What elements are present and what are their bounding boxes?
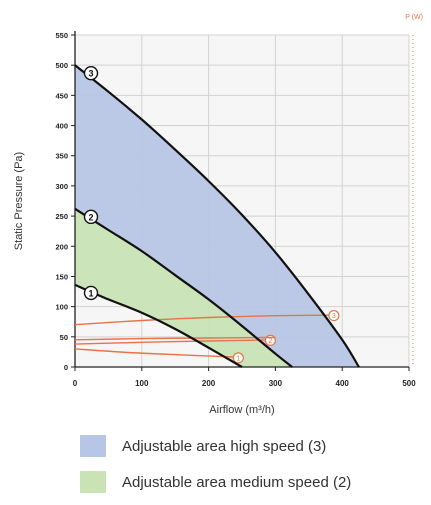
legend-item-medium-speed: Adjustable area medium speed (2)	[80, 469, 425, 495]
y-tick-label-450: 450	[55, 91, 68, 100]
pressure-curve-3	[74, 64, 360, 368]
y-tick-label-0: 0	[64, 363, 68, 372]
legend: Adjustable area high speed (3) Adjustabl…	[80, 433, 425, 505]
power-curve-marker-label-3: 3	[332, 313, 336, 320]
power-curve-marker-3	[328, 309, 340, 322]
y-tick-label-350: 350	[55, 152, 68, 161]
legend-label-high-speed: Adjustable area high speed (3)	[122, 437, 327, 455]
area-fill-high-speed	[75, 65, 359, 367]
legend-swatch-medium-speed	[80, 471, 106, 493]
x-tick-label-300: 300	[269, 379, 283, 388]
legend-item-high-speed: Adjustable area high speed (3)	[80, 433, 425, 459]
y-tick-label-50: 50	[60, 333, 68, 342]
x-tick-label-400: 400	[336, 379, 350, 388]
x-tick-label-100: 100	[135, 379, 149, 388]
y-tick-label-100: 100	[55, 303, 68, 312]
chart-svg: 0 50 100 150 200 250 300 350 400 450 500 550 0 100 200…	[13, 14, 423, 416]
pressure-curve-marker-label-1: 1	[88, 288, 93, 298]
y-tick-label-150: 150	[55, 272, 68, 281]
right-axis-title: P (W)	[405, 14, 423, 21]
power-curve-marker-label-1: 1	[236, 355, 240, 362]
x-tick-label-0: 0	[73, 379, 78, 388]
y-axis-title: Static Pressure (Pa)	[13, 152, 25, 250]
y-tick-label-250: 250	[55, 212, 68, 221]
legend-label-medium-speed: Adjustable area medium speed (2)	[122, 473, 352, 491]
x-tick-label-200: 200	[202, 379, 216, 388]
pressure-curve-marker-1	[83, 285, 99, 301]
y-tick-label-500: 500	[55, 61, 68, 70]
pressure-curve-marker-label-3: 3	[88, 69, 93, 79]
power-curve-4	[74, 336, 276, 341]
power-curve-2	[74, 339, 276, 345]
y-tick-label-200: 200	[55, 242, 68, 251]
y-tick-label-550: 550	[55, 31, 68, 40]
y-tick-label-300: 300	[55, 182, 68, 191]
power-curve-3	[74, 314, 339, 326]
pressure-curve-2	[74, 207, 293, 368]
pressure-curve-marker-3	[83, 65, 99, 81]
pressure-curve-1	[74, 283, 243, 368]
y-tick-label-400: 400	[55, 122, 68, 131]
pressure-curve-marker-2	[83, 209, 99, 225]
pressure-curve-marker-label-2: 2	[88, 212, 93, 222]
x-tick-label-500: 500	[402, 379, 416, 388]
area-fill-medium-speed	[75, 208, 293, 367]
power-curve-1	[74, 348, 244, 358]
x-axis-title: Airflow (m³/h)	[209, 404, 274, 416]
power-curve-marker-label-2: 2	[268, 338, 272, 345]
legend-swatch-high-speed	[80, 435, 106, 457]
power-curve-marker-1	[232, 352, 244, 364]
